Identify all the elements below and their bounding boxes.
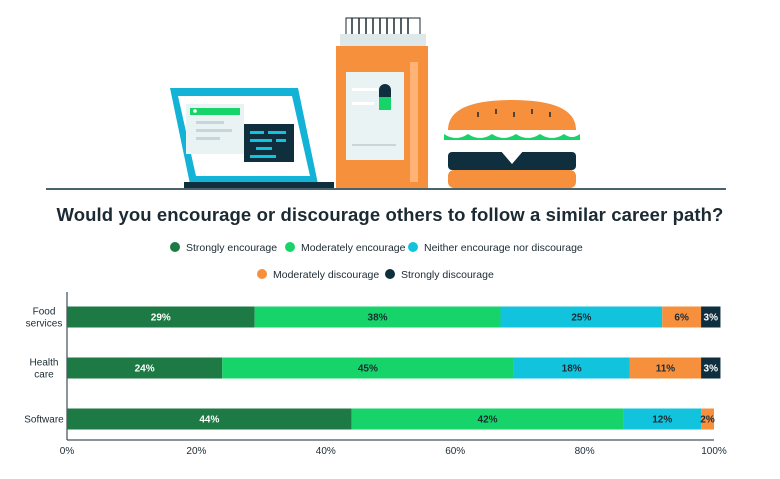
bar-segment-strongly-discourage bbox=[701, 306, 721, 328]
x-tick-label: 60% bbox=[445, 446, 465, 457]
legend-swatch-moderately-discourage bbox=[257, 269, 267, 279]
bar-value-label: 44% bbox=[199, 415, 219, 426]
bar-value-label: 2% bbox=[700, 415, 715, 426]
x-tick-label: 80% bbox=[575, 446, 595, 457]
bar-segment-moderately-discourage bbox=[662, 306, 702, 328]
x-tick-label: 100% bbox=[701, 446, 727, 457]
bar-segment-strongly-encourage bbox=[67, 408, 352, 430]
bar-segment-strongly-encourage bbox=[67, 306, 255, 328]
legend-label-neither-encourage-nor-discourage: Neither encourage nor discourage bbox=[424, 242, 583, 254]
pill-bottle-icon bbox=[336, 17, 428, 188]
bar-segment-neither-encourage-nor-discourage bbox=[513, 357, 630, 379]
bar-value-label: 29% bbox=[151, 313, 171, 324]
bar-segment-moderately-encourage bbox=[254, 306, 501, 328]
category-label: Health care bbox=[30, 358, 59, 381]
bar-segment-moderately-encourage bbox=[222, 357, 514, 379]
bar-value-label: 3% bbox=[704, 313, 719, 324]
burger-icon bbox=[444, 100, 580, 188]
bar-value-label: 18% bbox=[562, 364, 582, 375]
bar-value-label: 24% bbox=[135, 364, 155, 375]
legend-swatch-strongly-discourage bbox=[385, 269, 395, 279]
category-label: Software bbox=[24, 415, 64, 426]
bar-segment-moderately-discourage bbox=[629, 357, 702, 379]
legend-label-moderately-encourage: Moderately encourage bbox=[301, 242, 406, 254]
bar-segment-neither-encourage-nor-discourage bbox=[623, 408, 702, 430]
legend-swatch-moderately-encourage bbox=[285, 242, 295, 252]
chart-title: Would you encourage or discourage others… bbox=[56, 204, 724, 225]
laptop-icon bbox=[170, 88, 334, 188]
bar-value-label: 11% bbox=[656, 364, 676, 375]
bar-segment-moderately-discourage bbox=[701, 408, 714, 430]
x-tick-label: 0% bbox=[60, 446, 75, 457]
career-illustration bbox=[46, 17, 726, 190]
bar-segment-strongly-discourage bbox=[701, 357, 721, 379]
bar-value-label: 42% bbox=[478, 415, 498, 426]
bar-value-label: 45% bbox=[358, 364, 378, 375]
bar-value-label: 3% bbox=[704, 364, 719, 375]
x-tick-label: 40% bbox=[316, 446, 336, 457]
legend-swatch-strongly-encourage bbox=[170, 242, 180, 252]
bar-segment-moderately-encourage bbox=[351, 408, 624, 430]
legend-label-moderately-discourage: Moderately discourage bbox=[273, 269, 379, 281]
legend-label-strongly-discourage: Strongly discourage bbox=[401, 269, 494, 281]
bar-segment-strongly-encourage bbox=[67, 357, 223, 379]
legend-label-strongly-encourage: Strongly encourage bbox=[186, 242, 277, 254]
bar-value-label: 38% bbox=[368, 313, 388, 324]
bar-segment-neither-encourage-nor-discourage bbox=[500, 306, 663, 328]
bar-value-label: 6% bbox=[674, 313, 689, 324]
category-label: Food services bbox=[26, 307, 63, 330]
bar-value-label: 12% bbox=[652, 415, 672, 426]
bar-value-label: 25% bbox=[571, 313, 591, 324]
x-tick-label: 20% bbox=[186, 446, 206, 457]
legend-swatch-neither-encourage-nor-discourage bbox=[408, 242, 418, 252]
